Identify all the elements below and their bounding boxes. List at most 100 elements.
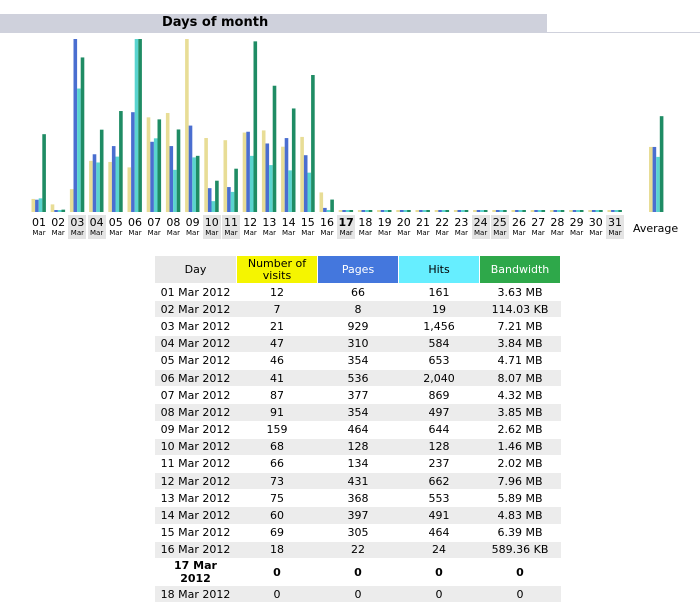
day-month: Mar <box>184 230 202 237</box>
bar-bandwidth-day-01 <box>42 134 46 212</box>
cell-day: 18 Mar 2012 <box>155 586 237 602</box>
cell-day: 07 Mar 2012 <box>155 387 237 404</box>
bar-pages-day-27 <box>534 210 538 212</box>
bar-hits-day-21 <box>423 210 427 212</box>
day-number: 18 <box>356 217 374 228</box>
bar-pages-day-28 <box>554 210 558 212</box>
bar-hits-day-05 <box>116 157 120 212</box>
day-month: Mar <box>452 230 470 237</box>
cell-hits: 869 <box>399 387 480 404</box>
cell-bandwidth: 6.39 MB <box>480 524 561 541</box>
cell-bandwidth: 4.83 MB <box>480 507 561 524</box>
bar-visits-day-20 <box>396 210 400 212</box>
day-number: 12 <box>241 217 259 228</box>
bar-bandwidth-day-24 <box>484 210 488 212</box>
cell-visits: 91 <box>237 404 318 421</box>
cell-pages: 8 <box>318 301 399 318</box>
cell-bandwidth: 114.03 KB <box>480 301 561 318</box>
bar-bandwidth-day-27 <box>542 210 546 212</box>
cell-visits: 69 <box>237 524 318 541</box>
bar-bandwidth-day-06 <box>138 39 142 212</box>
day-month: Mar <box>203 230 221 237</box>
bar-visits-day-27 <box>531 210 535 212</box>
day-month: Mar <box>606 230 624 237</box>
bar-bandwidth-day-18 <box>369 210 373 212</box>
header-bandwidth: Bandwidth <box>480 256 561 284</box>
cell-bandwidth: 3.85 MB <box>480 404 561 421</box>
cell-bandwidth: 2.02 MB <box>480 455 561 472</box>
cell-pages: 354 <box>318 404 399 421</box>
cell-visits: 68 <box>237 438 318 455</box>
cell-hits: 19 <box>399 301 480 318</box>
cell-bandwidth: 1.46 MB <box>480 438 561 455</box>
bar-visits-day-13 <box>262 130 266 212</box>
day-month: Mar <box>299 230 317 237</box>
bar-bandwidth-day-26 <box>522 210 526 212</box>
bar-visits-day-10 <box>204 138 208 212</box>
cell-visits: 159 <box>237 421 318 438</box>
cell-pages: 354 <box>318 352 399 369</box>
day-month: Mar <box>88 230 106 237</box>
day-month: Mar <box>318 230 336 237</box>
day-month: Mar <box>568 230 586 237</box>
day-month: Mar <box>395 230 413 237</box>
bar-hits-day-07 <box>154 138 158 212</box>
bar-hits-day-14 <box>288 170 292 212</box>
bar-visits-day-06 <box>128 167 132 212</box>
header-pages: Pages <box>318 256 399 284</box>
day-month: Mar <box>280 230 298 237</box>
cell-visits: 18 <box>237 541 318 558</box>
bar-pages-day-04 <box>93 154 97 212</box>
bar-hits-day-04 <box>96 162 100 212</box>
day-number: 02 <box>49 217 67 228</box>
bar-visits-day-22 <box>435 210 439 212</box>
day-label: 29 Mar <box>568 215 586 239</box>
day-month: Mar <box>337 230 355 237</box>
cell-pages: 128 <box>318 438 399 455</box>
cell-hits: 1,456 <box>399 318 480 335</box>
bar-hits-day-09 <box>192 157 196 212</box>
cell-bandwidth: 3.84 MB <box>480 335 561 352</box>
bar-pages-day-16 <box>323 208 327 212</box>
bar-pages-day-29 <box>573 210 577 212</box>
cell-day: 13 Mar 2012 <box>155 490 237 507</box>
bar-hits-day-18 <box>365 210 369 212</box>
bar-visits-day-12 <box>243 133 247 212</box>
day-number: 29 <box>568 217 586 228</box>
bar-bandwidth-average <box>660 116 664 212</box>
bar-bandwidth-day-15 <box>311 75 315 212</box>
bar-bandwidth-day-05 <box>119 111 123 212</box>
bar-visits-day-25 <box>492 210 496 212</box>
bar-bandwidth-day-25 <box>503 210 507 212</box>
cell-visits: 66 <box>237 455 318 472</box>
day-month: Mar <box>145 230 163 237</box>
day-number: 26 <box>510 217 528 228</box>
bar-visits-day-03 <box>70 189 74 212</box>
bar-visits-day-29 <box>569 210 573 212</box>
cell-day: 05 Mar 2012 <box>155 352 237 369</box>
day-month: Mar <box>164 230 182 237</box>
bar-bandwidth-day-20 <box>407 210 411 212</box>
bar-hits-day-20 <box>404 210 408 212</box>
cell-pages: 536 <box>318 369 399 386</box>
cell-bandwidth: 7.21 MB <box>480 318 561 335</box>
cell-day: 06 Mar 2012 <box>155 369 237 386</box>
cell-hits: 662 <box>399 473 480 490</box>
bar-pages-day-15 <box>304 155 308 212</box>
bar-hits-day-16 <box>327 210 331 212</box>
